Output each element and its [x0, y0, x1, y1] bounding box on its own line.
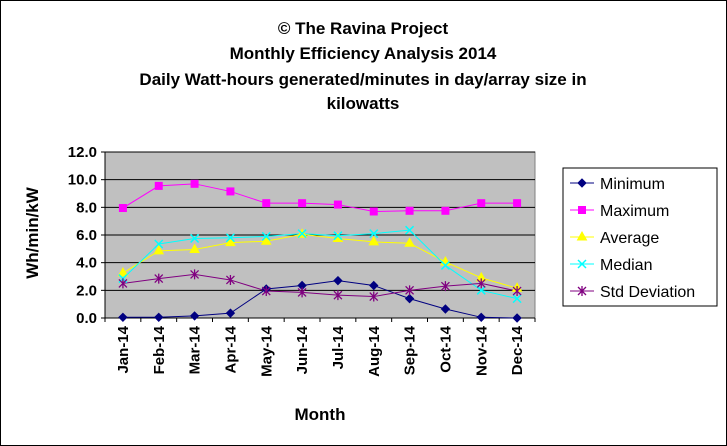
legend-marker-std-deviation: [577, 286, 587, 296]
series-markers: [117, 179, 523, 323]
data-point-minimum: [225, 308, 236, 318]
data-point-std-deviation: [369, 291, 379, 302]
data-point-std-deviation: [333, 290, 343, 301]
legend-label-minimum: Minimum: [600, 176, 665, 193]
data-point-std-deviation: [476, 278, 486, 289]
data-point-average: [225, 236, 236, 247]
data-point-minimum: [189, 311, 200, 321]
data-point-average: [189, 243, 200, 254]
series-line-minimum: [122, 280, 518, 319]
y-tick-label: 0.0: [76, 310, 97, 327]
legend-marker-average: [576, 230, 588, 241]
data-point-std-deviation: [225, 274, 235, 285]
data-point-average: [117, 267, 129, 277]
legend-label-median: Median: [600, 257, 652, 274]
data-point-average: [404, 237, 415, 247]
data-point-minimum: [369, 280, 379, 291]
series-line-median: [122, 229, 518, 300]
data-point-median: [512, 294, 522, 304]
data-point-median: [190, 233, 200, 243]
series-line-maximum: [122, 183, 518, 212]
chart-title-line-3: Daily Watt-hours generated/minutes in da…: [139, 70, 586, 89]
data-point-minimum: [118, 312, 128, 323]
x-tick-label: Feb-14: [151, 325, 168, 374]
data-point-median: [297, 229, 307, 239]
data-point-median: [369, 229, 379, 239]
data-point-average: [153, 244, 165, 255]
x-tick-label: May-14: [258, 325, 275, 377]
x-tick-label: Nov-14: [473, 325, 490, 376]
legend-label-average: Average: [600, 230, 659, 247]
y-axis-ticks: 0.0 2.0 4.0 6.0 8.0 10.0 12.0: [68, 144, 105, 327]
data-point-std-deviation: [190, 269, 200, 280]
data-point-median: [405, 225, 415, 235]
x-tick-label: Oct-14: [437, 325, 454, 372]
x-tick-label: Sep-14: [402, 325, 419, 375]
chart-title-line-4: kilowatts: [327, 94, 400, 113]
x-tick-label: Aug-14: [366, 325, 383, 376]
x-tick-label: Jul-14: [330, 325, 347, 369]
y-tick-label: 4.0: [76, 255, 97, 272]
x-tick-label: Jun-14: [294, 325, 311, 374]
legend-marker-median: [577, 259, 587, 269]
data-point-median: [476, 285, 486, 295]
data-point-minimum: [154, 312, 164, 323]
series-line-average: [122, 233, 518, 289]
data-point-maximum: [118, 204, 127, 213]
data-point-maximum: [154, 181, 163, 190]
data-point-std-deviation: [261, 286, 271, 297]
data-point-maximum: [190, 179, 199, 188]
x-axis-ticks: Jan-14 Feb-14 Mar-14 Apr-14 May-14 Jun-14 Jul-…: [104, 318, 536, 377]
data-point-maximum: [405, 206, 414, 215]
data-point-median: [154, 239, 164, 249]
y-axis-title: Wh/min/kW: [23, 186, 42, 279]
data-point-average: [368, 235, 380, 246]
chart-title-line-1: © The Ravina Project: [278, 19, 449, 38]
y-tick-label: 12.0: [68, 144, 97, 161]
data-point-maximum: [441, 206, 450, 215]
series-lines: [122, 183, 518, 319]
data-point-maximum: [226, 187, 235, 196]
data-point-median: [261, 231, 271, 241]
legend-label-std-deviation: Std Deviation: [600, 284, 695, 301]
data-point-std-deviation: [118, 278, 128, 289]
data-point-median: [225, 233, 235, 243]
data-point-median: [440, 260, 450, 270]
data-point-minimum: [512, 313, 522, 323]
data-point-maximum: [513, 199, 522, 208]
data-point-maximum: [477, 199, 486, 208]
data-point-std-deviation: [405, 285, 415, 296]
x-tick-label: Dec-14: [509, 325, 526, 375]
data-point-average: [260, 235, 272, 245]
x-tick-label: Jan-14: [115, 325, 132, 373]
y-tick-label: 2.0: [76, 282, 97, 299]
x-tick-label: Apr-14: [222, 325, 239, 373]
chart-title-line-2: Monthly Efficiency Analysis 2014: [230, 44, 497, 63]
data-point-minimum: [440, 304, 451, 314]
data-point-maximum: [333, 200, 342, 209]
x-tick-label: Mar-14: [187, 325, 204, 374]
legend-marker-minimum: [577, 178, 587, 188]
data-point-std-deviation: [297, 287, 307, 298]
data-point-maximum: [262, 199, 271, 208]
data-point-median: [333, 231, 343, 241]
data-point-std-deviation: [512, 286, 522, 297]
data-point-minimum: [476, 312, 486, 323]
y-tick-label: 10.0: [68, 172, 97, 189]
data-point-std-deviation: [154, 273, 164, 284]
series-line-std-deviation: [122, 273, 518, 298]
data-point-maximum: [298, 199, 307, 208]
data-point-std-deviation: [440, 281, 450, 292]
y-tick-label: 8.0: [76, 199, 97, 216]
data-point-maximum: [369, 207, 378, 216]
legend: Minimum Maximum Average Median Std Deviation: [562, 167, 718, 307]
data-point-minimum: [404, 293, 415, 304]
legend-marker-maximum: [578, 206, 586, 214]
x-axis-title: Month: [295, 405, 346, 424]
data-point-minimum: [333, 275, 343, 286]
y-tick-label: 6.0: [76, 227, 97, 244]
legend-label-maximum: Maximum: [600, 203, 669, 220]
